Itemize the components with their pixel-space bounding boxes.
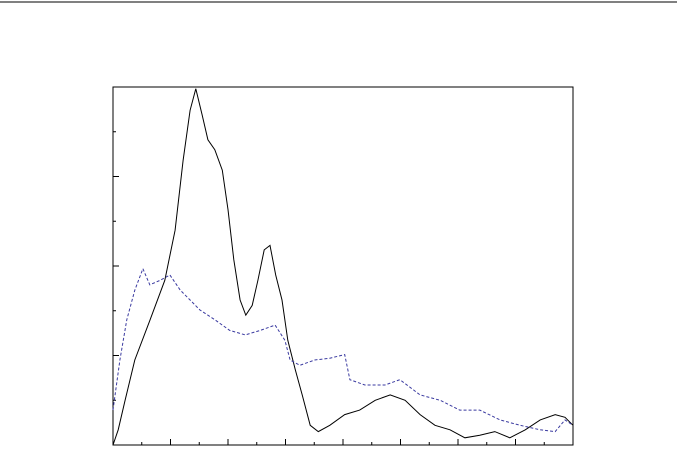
plot-frame xyxy=(112,86,574,446)
data-line xyxy=(112,88,574,446)
data-line xyxy=(112,267,574,433)
